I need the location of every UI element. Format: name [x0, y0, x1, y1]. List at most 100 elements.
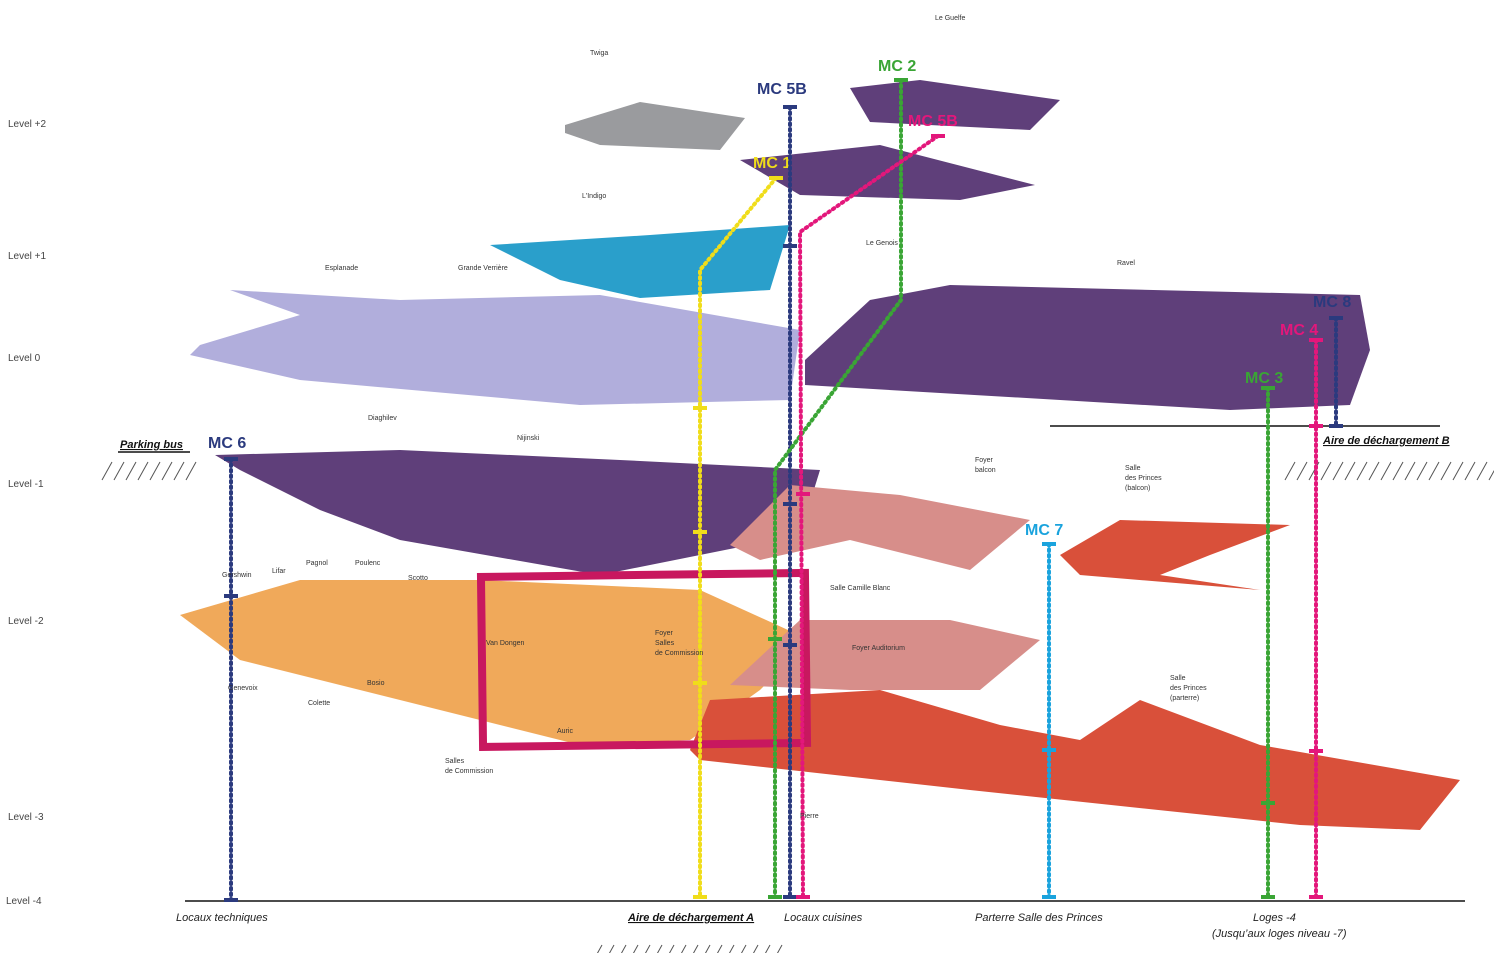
- level-label: Level -1: [8, 479, 44, 490]
- level-label: Level +1: [8, 251, 47, 262]
- lift-label: MC 3: [1245, 370, 1283, 387]
- hatch-line: [1404, 461, 1416, 481]
- hatch-line: [1284, 461, 1296, 481]
- hatch-line: [740, 944, 747, 953]
- room-label: Genevoix: [228, 685, 258, 692]
- room-label: Le Genois: [866, 240, 898, 247]
- lift-label: MC 8: [1313, 294, 1351, 311]
- plate-level-2: [180, 580, 810, 745]
- room-label: Pierre: [800, 813, 819, 820]
- room-label: Salles de Commission: [445, 758, 493, 775]
- hatch-line: [113, 461, 125, 481]
- bottom-label: Loges -4: [1253, 912, 1296, 924]
- hatch-line: [764, 944, 771, 953]
- room-label: Nijinski: [517, 435, 540, 442]
- hatch-line: [1368, 461, 1380, 481]
- level-label: Level 0: [8, 353, 41, 364]
- hatch-line: [776, 944, 783, 953]
- room-label: Poulenc: [355, 560, 381, 567]
- shaft-line: [773, 78, 903, 899]
- base-lines: [118, 425, 1465, 902]
- room-label: Van Dongen: [486, 640, 525, 647]
- hatch-line: [137, 461, 149, 481]
- room-label: Salle Camille Blanc: [830, 585, 891, 592]
- hatch-line: [608, 944, 615, 953]
- room-label: Colette: [308, 700, 330, 707]
- room-label: Ravel: [1117, 260, 1135, 267]
- shaft-line: [797, 134, 940, 899]
- room-label: Foyer Auditorium: [852, 645, 905, 652]
- hatch-line: [101, 461, 113, 481]
- bottom-label: (Jusqu’aux loges niveau -7): [1212, 928, 1347, 940]
- hatch-line: [632, 944, 639, 953]
- hatch-line: [668, 944, 675, 953]
- bottom-label: Parterre Salle des Princes: [975, 912, 1103, 924]
- hatch-line: [1464, 461, 1476, 481]
- lift-label: MC 2: [878, 58, 916, 75]
- room-label: Le Guelfe: [935, 15, 965, 22]
- lift-label: MC 5B: [757, 81, 807, 98]
- room-label: Foyer balcon: [975, 457, 996, 474]
- level-label: Level -3: [8, 812, 44, 823]
- hatch-line: [620, 944, 627, 953]
- floor-plates: [180, 80, 1460, 830]
- level-label: Level +2: [8, 119, 47, 130]
- hatch-line: [1476, 461, 1488, 481]
- hatch-line: [161, 461, 173, 481]
- hatching: [101, 461, 1494, 953]
- lift-label: MC 7: [1025, 522, 1063, 539]
- hatch-line: [1356, 461, 1368, 481]
- hatch-line: [1380, 461, 1392, 481]
- hatch-line: [1332, 461, 1344, 481]
- plate-ravel: [805, 285, 1370, 410]
- hatch-line: [1416, 461, 1428, 481]
- lift-label: MC 6: [208, 435, 246, 452]
- hatch-line: [704, 944, 711, 953]
- level-label: Level -2: [8, 616, 44, 627]
- hatch-line: [1308, 461, 1320, 481]
- area-label: Parking bus: [120, 439, 183, 451]
- hatch-line: [596, 944, 603, 953]
- room-label: Twiga: [590, 50, 608, 57]
- room-label: Scotto: [408, 575, 428, 582]
- room-label: Lifar: [272, 568, 286, 575]
- plate-twiga: [565, 102, 745, 150]
- room-label: Gershwin: [222, 572, 252, 579]
- bottom-label: Locaux cuisines: [784, 912, 863, 924]
- room-label: Esplanade: [325, 265, 358, 272]
- hatch-line: [1296, 461, 1308, 481]
- room-label: Auric: [557, 728, 573, 735]
- hatch-line: [1428, 461, 1440, 481]
- room-label: Salle des Princes (balcon): [1125, 465, 1164, 492]
- room-label: Foyer Salles de Commission: [655, 630, 703, 657]
- hatch-line: [716, 944, 723, 953]
- room-label: Salle des Princes (parterre): [1170, 675, 1209, 702]
- plate-indigo: [490, 225, 790, 298]
- room-label: Diaghilev: [368, 415, 397, 422]
- room-label: Bosio: [367, 680, 385, 687]
- room-label: Pagnol: [306, 560, 328, 567]
- hatch-line: [173, 461, 185, 481]
- plate-level0: [190, 290, 800, 405]
- area-label: Aire de déchargement A: [627, 912, 754, 924]
- hatch-line: [692, 944, 699, 953]
- plate-foyer-balcon: [730, 485, 1030, 570]
- hatch-line: [125, 461, 137, 481]
- highlight-box: [476, 568, 812, 751]
- hatch-line: [1452, 461, 1464, 481]
- hatch-line: [1488, 469, 1494, 481]
- area-label: Aire de déchargement B: [1322, 435, 1450, 447]
- hatch-line: [1440, 461, 1452, 481]
- plate-level-1: [215, 450, 820, 575]
- room-label: L'Indigo: [582, 193, 606, 200]
- hatch-line: [1344, 461, 1356, 481]
- hatch-line: [656, 944, 663, 953]
- lift-label: MC 5B: [908, 113, 958, 130]
- hatch-line: [185, 461, 197, 481]
- shaft-line: [698, 176, 778, 899]
- lift-label: MC 1: [753, 155, 791, 172]
- hatch-line: [728, 944, 735, 953]
- level-label: Level -4: [6, 896, 42, 907]
- plate-princes-balcon: [1060, 520, 1290, 590]
